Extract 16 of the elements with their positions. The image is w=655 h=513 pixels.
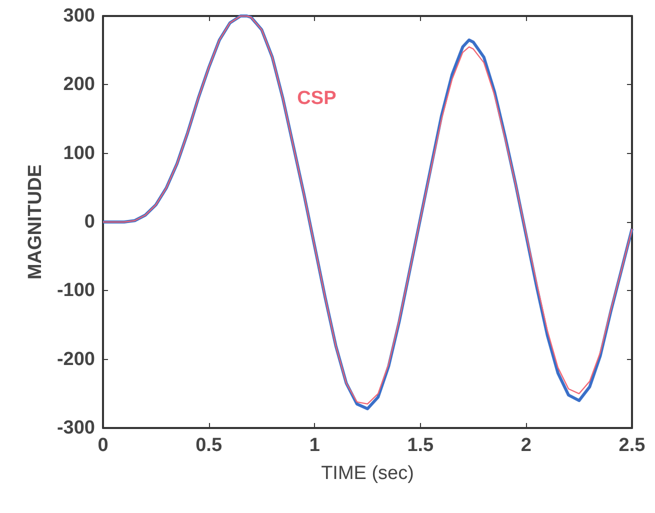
x-axis-title: TIME (sec) <box>321 463 414 484</box>
y-tick-label: 0 <box>84 212 95 232</box>
y-axis-title: MAGNITUDE <box>25 164 46 280</box>
x-tick-label: 2 <box>520 435 532 456</box>
series-label: CSP <box>297 88 337 109</box>
x-tick-label: 1 <box>309 435 320 456</box>
x-tick-label: 0 <box>98 435 108 456</box>
y-tick-label: -300 <box>56 418 95 438</box>
y-tick-label: -200 <box>56 348 95 370</box>
y-tick-label: 100 <box>63 142 95 164</box>
y-tick-label: -100 <box>56 280 95 302</box>
x-tick-label: 1.5 <box>407 435 434 456</box>
y-tick-label: 300 <box>63 6 95 26</box>
x-tick-label: 2.5 <box>618 435 646 456</box>
y-tick-label: 200 <box>63 74 95 96</box>
x-tick-label: 0.5 <box>196 435 222 456</box>
